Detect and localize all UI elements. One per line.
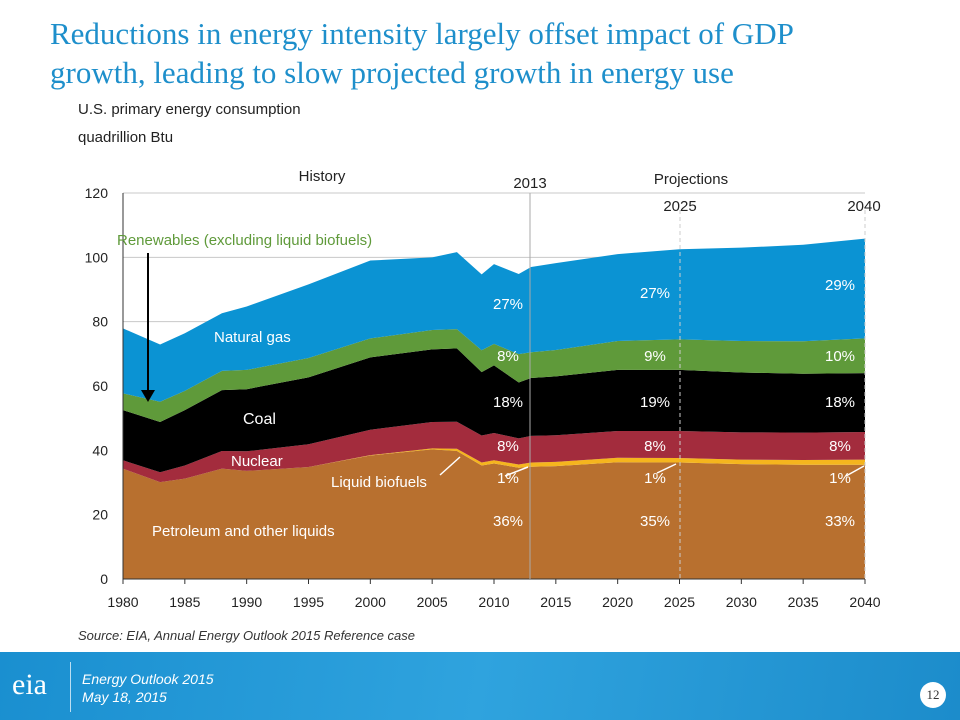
eia-logo: eia — [12, 668, 47, 701]
x-tick-label: 1990 — [231, 594, 262, 610]
title-line-2: growth, leading to slow projected growth… — [50, 55, 734, 90]
share-label-2013-biofuels: 1% — [497, 470, 519, 487]
renewables-arrowhead — [141, 390, 155, 402]
footer-date: May 18, 2015 — [82, 689, 167, 705]
share-label-2025-gas: 27% — [640, 285, 670, 302]
share-label-2025-nuclear: 8% — [644, 438, 666, 455]
share-label-2025-biofuels: 1% — [644, 470, 666, 487]
x-tick-label: 1995 — [293, 594, 324, 610]
area-natural-gas — [123, 238, 865, 402]
title-line-1: Reductions in energy intensity largely o… — [50, 16, 794, 51]
share-label-2013-nuclear: 8% — [497, 438, 519, 455]
x-tick-label: 2005 — [417, 594, 448, 610]
label-gas: Natural gas — [214, 329, 291, 346]
y-tick-label: 120 — [85, 185, 109, 201]
label-coal: Coal — [243, 411, 276, 428]
y-tick-label: 0 — [100, 571, 108, 587]
label-biofuels: Liquid biofuels — [331, 474, 427, 491]
share-label-2025-petroleum: 35% — [640, 513, 670, 530]
chart-unit: quadrillion Btu — [78, 129, 174, 146]
share-label-2013-gas: 27% — [493, 296, 523, 313]
source-note: Source: EIA, Annual Energy Outlook 2015 … — [78, 628, 415, 643]
share-label-2040-petroleum: 33% — [825, 513, 855, 530]
share-label-2040-coal: 18% — [825, 394, 855, 411]
share-label-2013-renewables: 8% — [497, 348, 519, 365]
x-tick-label: 2010 — [478, 594, 509, 610]
marker-2025-label: 2025 — [663, 198, 696, 215]
divider-year-label: 2013 — [513, 175, 546, 192]
footer-band: eia Energy Outlook 2015 May 18, 2015 12 — [0, 652, 960, 720]
x-tick-label: 1980 — [107, 594, 138, 610]
label-nuclear: Nuclear — [231, 453, 283, 470]
share-label-2013-petroleum: 36% — [493, 513, 523, 530]
y-tick-label: 100 — [85, 249, 109, 265]
share-arrow-2025 — [656, 463, 677, 474]
share-label-2025-renewables: 9% — [644, 348, 666, 365]
footer-divider — [70, 662, 71, 712]
x-tick-label: 2035 — [788, 594, 819, 610]
x-tick-label: 2030 — [726, 594, 757, 610]
chart-subtitle: U.S. primary energy consumption — [78, 101, 301, 118]
marker-2040-label: 2040 — [847, 198, 880, 215]
x-tick-label: 2020 — [602, 594, 633, 610]
x-tick-label: 1985 — [169, 594, 200, 610]
x-tick-label: 2000 — [355, 594, 386, 610]
x-tick-label: 2015 — [540, 594, 571, 610]
share-label-2040-renewables: 10% — [825, 348, 855, 365]
y-tick-label: 20 — [92, 507, 108, 523]
y-tick-label: 40 — [92, 442, 108, 458]
share-label-2013-coal: 18% — [493, 394, 523, 411]
x-tick-label: 2025 — [664, 594, 695, 610]
y-tick-label: 60 — [92, 378, 108, 394]
history-label: History — [299, 168, 346, 185]
share-arrow-2040 — [845, 465, 865, 477]
page-number: 12 — [920, 682, 946, 708]
share-label-2040-nuclear: 8% — [829, 438, 851, 455]
share-label-2040-gas: 29% — [825, 277, 855, 294]
slide-title: Reductions in energy intensity largely o… — [50, 14, 930, 92]
x-tick-label: 2040 — [849, 594, 880, 610]
share-arrow-2013 — [504, 466, 529, 477]
projections-label: Projections — [654, 171, 728, 188]
label-renewables: Renewables (excluding liquid biofuels) — [117, 232, 372, 249]
biofuels-arrow — [439, 456, 461, 476]
share-label-2040-biofuels: 1% — [829, 470, 851, 487]
y-tick-label: 80 — [92, 314, 108, 330]
label-petroleum: Petroleum and other liquids — [152, 523, 335, 540]
share-label-2025-coal: 19% — [640, 394, 670, 411]
footer-event: Energy Outlook 2015 — [82, 671, 214, 687]
